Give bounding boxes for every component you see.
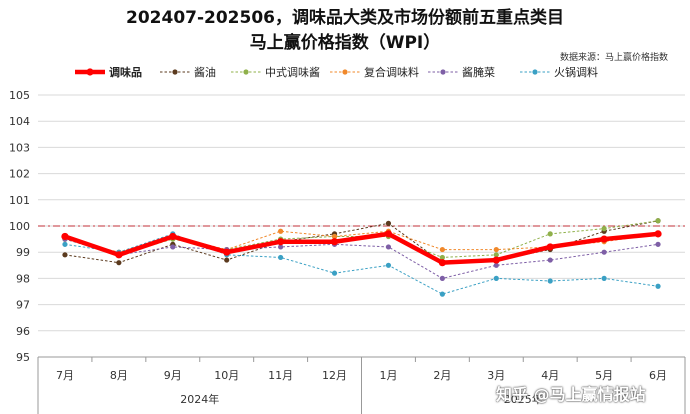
x-tick-label: 5月: [595, 369, 613, 382]
series-point: [601, 249, 607, 255]
y-tick-label: 105: [9, 89, 30, 102]
chart-title: 202407-202506，调味品大类及市场份额前五重点类目: [126, 8, 564, 28]
x-tick-label: 7月: [56, 369, 74, 382]
x-tick-label: 10月: [214, 369, 239, 382]
series-point: [547, 278, 553, 284]
series-point: [62, 252, 68, 258]
series-point: [115, 251, 123, 259]
series-point: [601, 226, 607, 232]
series-point: [600, 235, 608, 243]
y-tick-label: 104: [9, 115, 30, 128]
legend-marker: [243, 69, 249, 75]
x-tick-label: 8月: [110, 369, 128, 382]
series-point: [223, 248, 231, 256]
series-point: [439, 246, 445, 253]
series-point: [169, 232, 177, 241]
legend-marker: [532, 69, 538, 75]
series-point: [385, 244, 392, 250]
series-point: [116, 260, 122, 266]
series-point: [655, 283, 661, 289]
series-point: [170, 244, 176, 250]
series-point: [278, 244, 284, 250]
y-tick-label: 101: [9, 194, 30, 207]
legend-label: 火锅调料: [554, 65, 598, 79]
y-tick-label: 102: [9, 168, 30, 181]
year-label: 2025年: [504, 392, 543, 406]
series-point: [546, 243, 554, 251]
series-point: [654, 230, 662, 238]
legend-marker: [342, 69, 348, 75]
series-point: [278, 254, 284, 261]
series-point: [224, 257, 230, 263]
series-point: [655, 218, 661, 224]
y-tick-label: 100: [9, 220, 30, 233]
year-label: 2024年: [180, 392, 219, 406]
x-tick-label: 6月: [649, 369, 667, 382]
y-tick-label: 97: [16, 299, 30, 312]
watermark: 知乎 @马上赢情报站: [496, 385, 646, 404]
y-tick-label: 98: [16, 272, 30, 285]
source-note: 数据来源：马上赢价格指数: [559, 53, 668, 63]
series-point: [385, 262, 392, 268]
series-point: [330, 238, 339, 246]
legend-label: 酱油: [194, 65, 216, 79]
series-point: [384, 230, 393, 238]
series-point: [492, 256, 500, 264]
x-tick-label: 2月: [433, 369, 451, 382]
series-point: [439, 254, 445, 261]
series-point: [438, 259, 446, 267]
series-point: [655, 241, 661, 247]
series-point: [493, 275, 499, 281]
series-point: [547, 257, 553, 263]
series-point: [547, 231, 553, 237]
series-point: [61, 232, 69, 241]
series-point: [601, 275, 607, 281]
series-point: [277, 238, 285, 246]
chart-subtitle: 马上赢价格指数（WPI）: [249, 33, 441, 53]
x-tick-label: 3月: [487, 369, 505, 382]
legend-label: 调味品: [109, 65, 142, 79]
series-point: [278, 228, 284, 234]
series-point: [493, 262, 499, 268]
legend-label: 中式调味酱: [265, 65, 320, 79]
series-point: [493, 252, 499, 258]
legend-label: 复合调味料: [364, 65, 419, 79]
legend-marker: [440, 69, 446, 75]
y-tick-label: 103: [9, 141, 30, 154]
y-tick-label: 99: [16, 246, 30, 259]
series-point: [493, 246, 499, 253]
series-point: [439, 275, 445, 281]
series-point: [62, 241, 68, 247]
legend-label: 酱腌菜: [462, 65, 495, 79]
series-line: [64, 231, 659, 265]
series-point: [439, 291, 445, 297]
series-point: [331, 270, 338, 276]
series-line: [64, 233, 659, 295]
y-tick-label: 95: [16, 351, 30, 364]
x-tick-label: 9月: [164, 369, 182, 382]
x-tick-label: 1月: [379, 369, 397, 382]
y-tick-label: 96: [16, 325, 30, 338]
legend-marker: [86, 68, 94, 76]
series-point: [331, 233, 338, 240]
legend-marker: [172, 69, 178, 75]
x-tick-label: 11月: [268, 369, 293, 382]
x-tick-label: 12月: [322, 369, 347, 382]
series-point: [385, 220, 392, 226]
x-tick-label: 4月: [541, 369, 559, 382]
